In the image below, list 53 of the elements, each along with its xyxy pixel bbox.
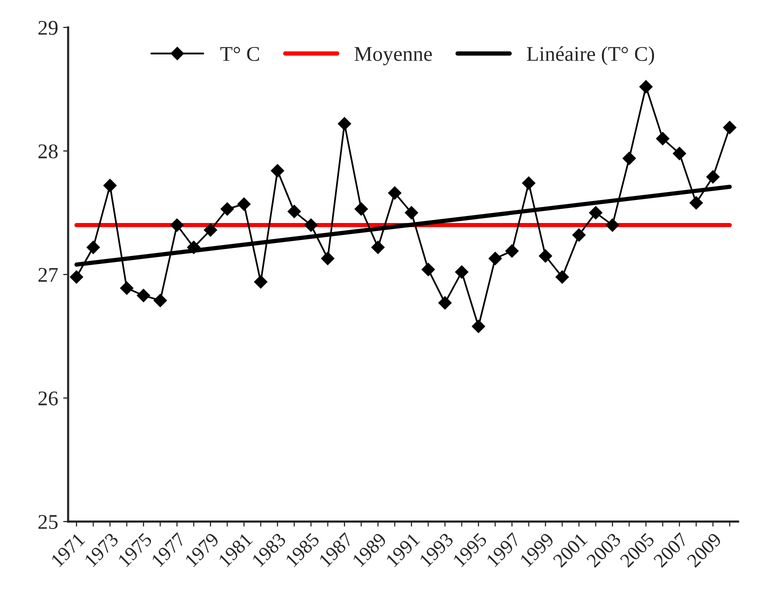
point — [237, 198, 251, 211]
point — [154, 294, 167, 308]
point — [538, 249, 552, 263]
point — [522, 176, 536, 190]
y-tick-label: 27 — [38, 268, 58, 282]
point — [556, 270, 569, 284]
x-tick-label: 1991 — [386, 532, 420, 568]
x-tick-label: 1989 — [352, 532, 388, 568]
x-tick-label: 1979 — [184, 532, 220, 568]
y-tick-label: 29 — [38, 20, 58, 35]
point — [606, 218, 620, 232]
point — [86, 240, 100, 254]
point — [354, 202, 368, 216]
legend-label: T° C — [220, 46, 259, 61]
point — [488, 252, 502, 266]
point — [270, 164, 284, 178]
legend-label: Moyenne — [354, 47, 432, 66]
point — [254, 275, 268, 288]
point — [639, 80, 653, 94]
point — [388, 186, 402, 200]
point — [572, 228, 586, 242]
point — [472, 320, 486, 333]
point — [136, 288, 150, 302]
point — [103, 178, 117, 192]
point — [338, 117, 352, 130]
point — [220, 202, 234, 216]
point — [505, 244, 519, 258]
point — [690, 196, 703, 210]
point — [371, 240, 385, 254]
y-tick-label: 28 — [38, 144, 58, 158]
point — [321, 252, 334, 266]
y-tick-label: 26 — [38, 391, 58, 406]
point — [706, 170, 720, 184]
point — [622, 152, 636, 165]
point — [120, 282, 134, 295]
point — [723, 120, 736, 134]
point — [404, 206, 418, 220]
y-tick-label: 25 — [38, 514, 58, 529]
x-tick-label: 1971 — [50, 532, 86, 568]
point — [589, 206, 602, 220]
legend-label: Linéaire (T° C) — [526, 46, 654, 66]
x-tick-label: 1981 — [218, 532, 253, 568]
point — [672, 146, 686, 160]
point — [187, 240, 200, 254]
point — [70, 270, 84, 284]
point — [304, 218, 318, 232]
point — [422, 262, 435, 276]
point — [288, 204, 301, 218]
point — [204, 223, 218, 237]
point — [656, 132, 670, 146]
point — [438, 296, 452, 310]
point — [455, 265, 468, 279]
point — [170, 218, 184, 232]
